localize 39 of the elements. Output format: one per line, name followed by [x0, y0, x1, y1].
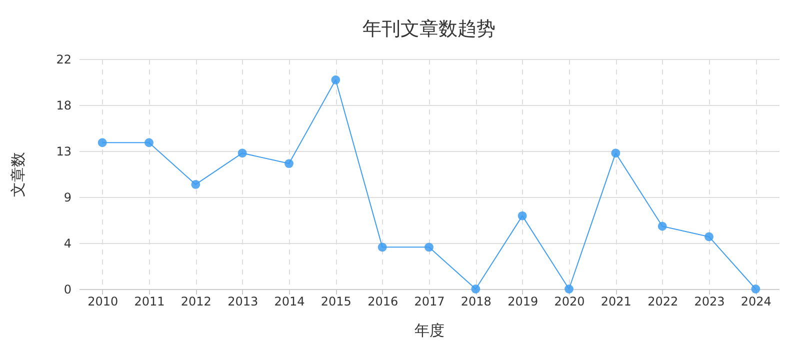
- x-tick-label: 2021: [600, 294, 632, 308]
- point: [611, 148, 620, 158]
- point: [751, 284, 760, 294]
- x-tick-label: 2018: [460, 294, 492, 308]
- point: [284, 159, 294, 168]
- point: [424, 242, 434, 252]
- x-tick-label: 2019: [508, 294, 538, 308]
- x-axis-title: 年度: [414, 322, 444, 340]
- x-tick-label: 2015: [320, 294, 352, 308]
- y-tick-label: 18: [56, 98, 72, 112]
- x-tick-label: 2023: [694, 294, 725, 308]
- y-tick-label: 0: [64, 282, 72, 296]
- y-tick-label: 22: [56, 52, 72, 66]
- x-tick-label: 2011: [134, 294, 165, 308]
- x-tick-label: 2017: [414, 294, 445, 308]
- x-tick-label: 2013: [228, 294, 258, 308]
- point: [518, 211, 527, 220]
- x-tick-label: 2016: [368, 294, 398, 308]
- point: [238, 148, 247, 158]
- x-tick-label: 2010: [88, 294, 118, 308]
- y-tick-label: 4: [64, 236, 72, 250]
- x-tick-label: 2020: [554, 294, 585, 308]
- point: [191, 180, 200, 189]
- y-axis-title: 文章数: [9, 152, 28, 197]
- point: [98, 138, 107, 148]
- chart-title: 年刊文章数趋势: [362, 18, 496, 40]
- x-tick-label: 2012: [180, 294, 212, 308]
- y-tick-label: 13: [56, 144, 72, 158]
- x-tick-label: 2014: [274, 294, 305, 308]
- point: [331, 75, 340, 84]
- y-tick-label: 9: [64, 190, 72, 204]
- x-tick-label: 2024: [740, 294, 772, 308]
- point: [471, 284, 480, 294]
- point: [658, 222, 667, 231]
- x-tick-label: 2022: [648, 294, 678, 308]
- point: [144, 138, 154, 148]
- point: [564, 284, 574, 294]
- point: [378, 242, 387, 252]
- point: [704, 232, 714, 242]
